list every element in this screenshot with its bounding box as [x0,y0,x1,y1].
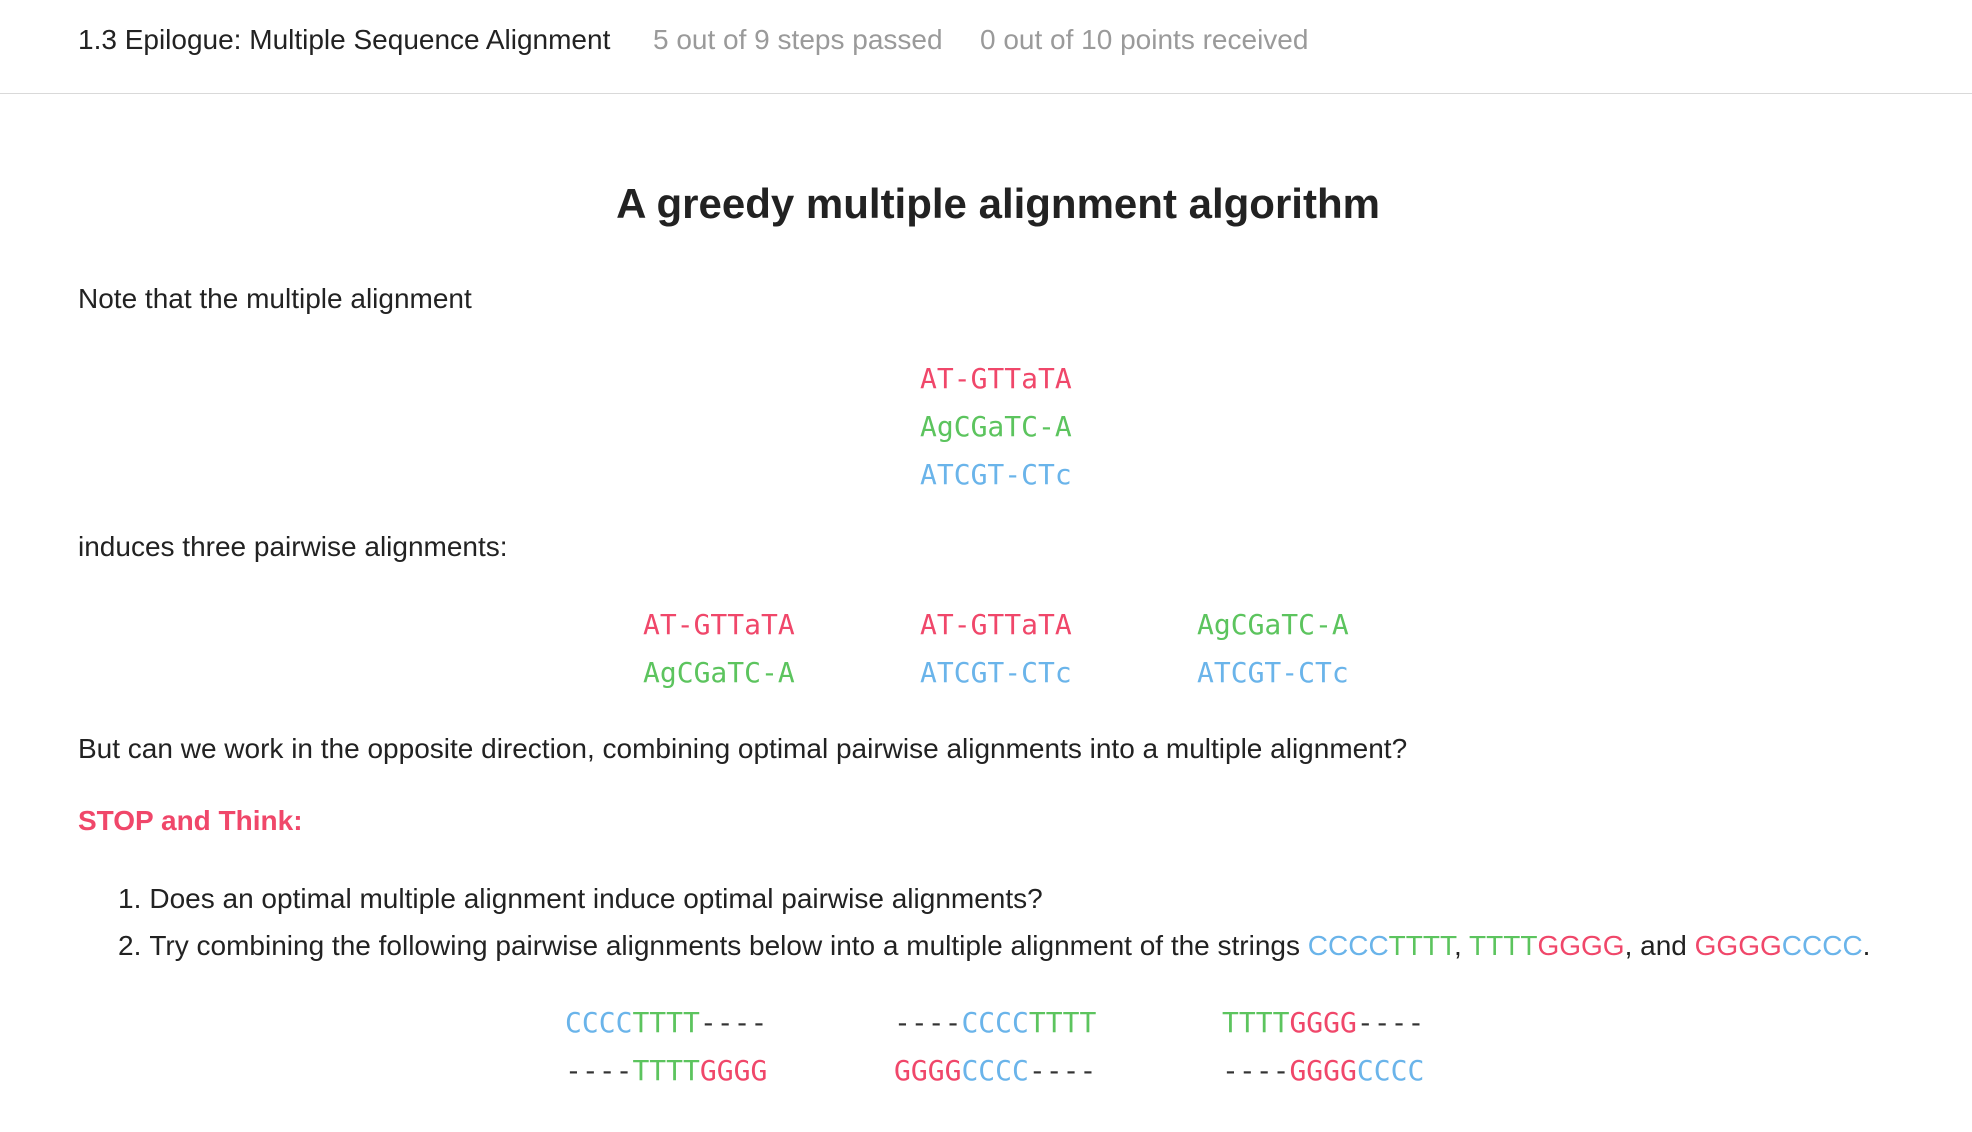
string-3-part-a: GGGG [1694,930,1782,961]
multiple-alignment-row-2: AgCGaTC-A [920,410,1072,443]
string-2-part-b: GGGG [1537,930,1625,961]
bottom-alignment-1-row-1: CCCCTTTT---- [565,1006,768,1039]
pairwise-1-row-2: AgCGaTC-A [643,656,795,689]
lesson-title[interactable]: 1.3 Epilogue: Multiple Sequence Alignmen… [78,24,611,55]
lesson-header: 1.3 Epilogue: Multiple Sequence Alignmen… [0,0,1972,94]
points-progress: 0 out of 10 points received [980,24,1309,55]
bottom-alignment-1-row-2: ----TTTTGGGG [565,1054,768,1087]
pairwise-2-row-2: ATCGT-CTc [920,656,1072,689]
pairwise-3-row-1: AgCGaTC-A [1197,608,1349,641]
bottom-alignment-3-row-1: TTTTGGGG---- [1222,1006,1425,1039]
pairwise-2-row-1: AT-GTTaTA [920,608,1072,641]
bottom-alignment-2-row-2: GGGGCCCC---- [894,1054,1097,1087]
pairwise-3-row-2: ATCGT-CTc [1197,656,1349,689]
string-2-part-a: TTTT [1469,930,1538,961]
string-1-part-b: TTTT [1388,930,1454,961]
string-1-part-a: CCCC [1307,930,1389,961]
period: . [1862,930,1871,961]
list-number-1: 1. [118,883,142,914]
paragraph-intro: Note that the multiple alignment [78,283,472,314]
bottom-alignment-2-row-1: ----CCCCTTTT [894,1006,1097,1039]
comma-separator: , [1453,930,1470,961]
list-item-1: 1. Does an optimal multiple alignment ind… [118,883,1043,915]
multiple-alignment-row-1: AT-GTTaTA [920,362,1072,395]
list-item-1-text: Does an optimal multiple alignment induc… [149,883,1043,914]
list-item-2-text: Try combining the following pairwise ali… [149,930,1308,961]
pairwise-1-row-1: AT-GTTaTA [643,608,795,641]
and-separator: , and [1624,930,1695,961]
string-3-part-b: CCCC [1781,930,1863,961]
multiple-alignment-row-3: ATCGT-CTc [920,458,1072,491]
bottom-alignment-3-row-2: ----GGGGCCCC [1222,1054,1425,1087]
page-title: A greedy multiple alignment algorithm [616,180,1380,227]
stop-and-think-label: STOP and Think: [78,805,303,836]
steps-progress: 5 out of 9 steps passed [653,24,943,55]
list-number-2: 2. [118,930,142,961]
paragraph-question: But can we work in the opposite directio… [78,733,1408,764]
list-item-2: 2. Try combining the following pairwise a… [118,930,1870,962]
paragraph-induces: induces three pairwise alignments: [78,531,508,562]
